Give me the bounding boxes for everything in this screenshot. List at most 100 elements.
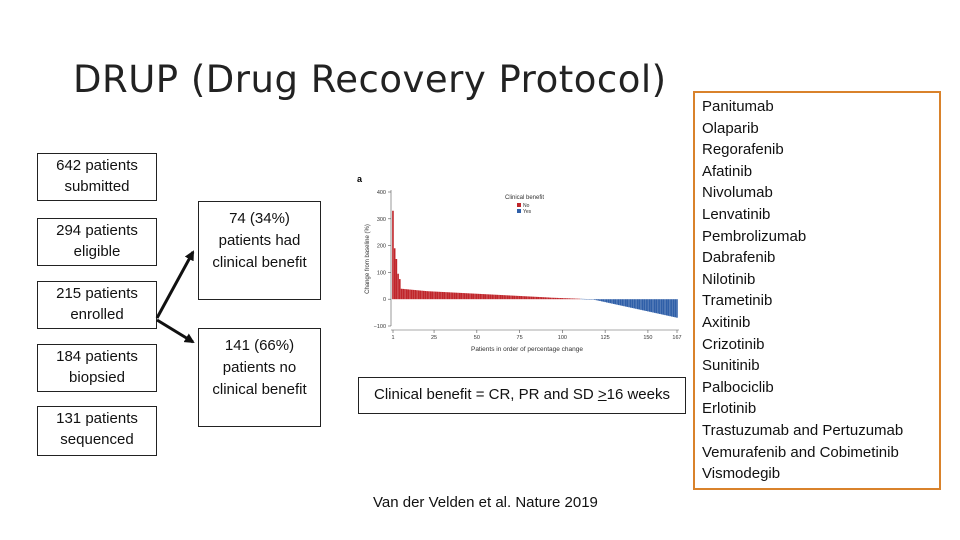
chart-bar [566,298,569,300]
chart-bar [674,299,677,318]
chart-bar [628,299,630,308]
slide-title: DRUP (Drug Recovery Protocol) [73,58,667,101]
chart-bar [506,295,509,300]
chart-bar [404,289,406,300]
chart-x-tick-label: 1 [391,335,394,341]
chart-bar [641,299,644,311]
chart-bar [486,294,488,300]
chart-bar [518,295,521,300]
chart-bar [417,290,420,300]
chart-bar [576,298,579,300]
chart-bar [429,291,432,300]
chart-legend-swatch [517,209,521,213]
chart-x-tick-label: 25 [431,335,437,341]
chart-bar [397,273,399,300]
chart-bar [522,296,524,300]
chart-bar [453,292,456,300]
chart-x-tick-label: 50 [474,335,480,341]
chart-bar [501,295,504,300]
chart-bar [469,293,471,300]
chart-bar [561,298,564,300]
chart-bar [612,299,615,304]
chart-bar [422,290,425,300]
chart-bar [568,298,570,300]
chart-bar [441,291,444,300]
chart-bar [481,294,483,300]
chart-bar [443,292,446,300]
chart-bar [665,299,668,316]
chart-x-tick-label: 167 [672,335,681,341]
drug-list-item: Olaparib [702,119,759,137]
drug-list-item: Afatinib [702,162,753,180]
chart-bar [462,293,464,300]
drug-list-item: Erlotinib [702,400,757,418]
chart-x-axis-label: Patients in order of percentage change [471,346,583,353]
drug-list-item: Axitinib [702,313,751,331]
chart-bar [503,295,505,300]
funnel-box-sequenced: 131 patients sequenced [37,406,157,456]
chart-y-tick-label: 100 [377,270,386,276]
chart-bar [667,299,670,316]
chart-bar [487,294,490,300]
chart-y-tick-label: −100 [374,324,386,330]
chart-bar [653,299,656,313]
chart-bar [597,299,600,301]
drug-list-item: Regorafenib [702,141,784,159]
chart-bar [563,298,565,300]
chart-bar [575,298,577,300]
chart-bar [494,294,497,300]
drug-list-item: Trastuzumab and Pertuzumab [702,421,904,439]
chart-bar [457,292,459,300]
chart-bar [554,297,557,300]
chart-bar [657,299,659,314]
chart-bar [419,290,422,300]
chart-bar [527,296,529,300]
chart-bar [398,279,401,300]
chart-y-tick-label: 400 [377,190,386,196]
chart-bar [511,295,514,300]
chart-bar [655,299,658,314]
chart-bar [393,248,396,300]
chart-bar [539,297,541,300]
outcome-benefit-box: 74 (34%) patients had clinical benefit [198,201,321,300]
funnel-box-submitted: 642 patients submitted [37,153,157,201]
chart-bar [426,291,428,300]
chart-bar [602,299,605,302]
chart-bar [600,299,603,302]
chart-bar [595,299,598,301]
chart-bar [412,289,415,300]
outcome-no-benefit-box: 141 (66%) patients no clinical benefit [198,328,321,427]
chart-bar [517,295,519,300]
chart-bar [452,292,454,300]
chart-bar [493,294,495,300]
chart-bar [515,295,517,300]
chart-y-tick-label: 200 [377,244,386,250]
chart-bar [660,299,663,315]
chart-legend-swatch [517,203,521,207]
chart-x-tick-label: 125 [601,335,610,341]
drug-list-item: Crizotinib [702,335,765,353]
chart-bar [542,297,545,300]
chart-bar [465,293,468,300]
drug-list-item: Dabrafenib [702,249,776,267]
chart-bar [645,299,647,312]
chart-bar [671,299,673,317]
chart-bar [606,299,608,303]
chart-bar [537,296,540,300]
chart-bar [599,299,601,301]
chart-bar [669,299,671,317]
chart-legend-label: Yes [523,209,532,215]
chart-bar [607,299,610,303]
chart-bar [571,298,574,300]
chart-bar [424,291,427,300]
chart-x-tick-label: 100 [558,335,567,341]
drug-list-item: Pembrolizumab [702,227,807,245]
chart-bar [433,291,435,300]
drug-list-item: Vemurafenib and Cobimetinib [702,443,899,461]
chart-bar [573,298,576,300]
chart-bar [440,291,442,300]
chart-bar [431,291,434,300]
chart-bar [552,297,555,300]
waterfall-chart: a Change from baseline (%) Patients in o… [357,174,682,353]
chart-bar [479,293,482,300]
